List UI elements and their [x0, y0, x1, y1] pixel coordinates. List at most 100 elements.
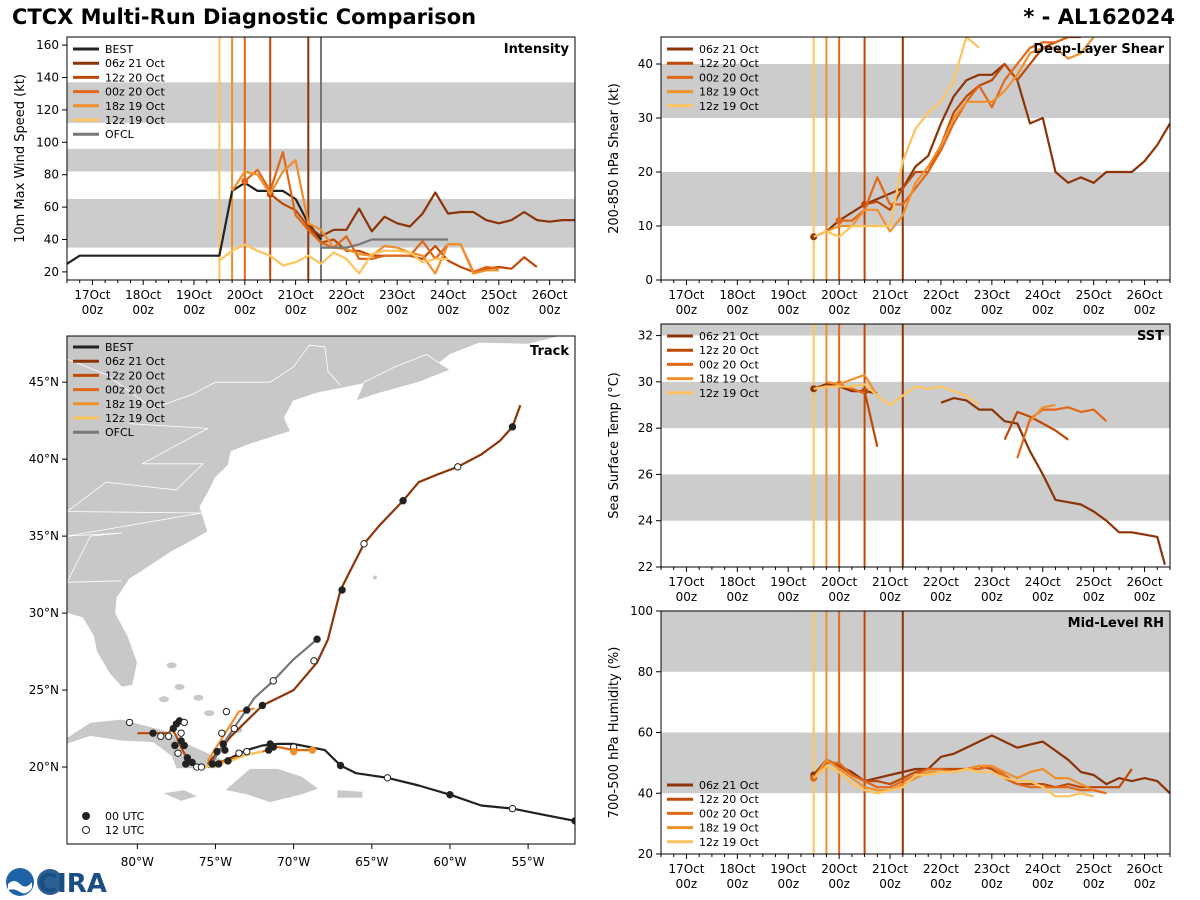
x-tick-sublabel: 00z [930, 590, 952, 604]
legend-label: 12z 19 Oct [699, 100, 759, 113]
plot-area [661, 37, 1170, 280]
legend-label: 12z 19 Oct [699, 836, 759, 849]
x-tick-sublabel: 00z [1083, 590, 1105, 604]
track-position-marker [338, 586, 346, 594]
panel-title: SST [1137, 329, 1164, 344]
x-tick-sublabel: 00z [879, 303, 901, 317]
legend-label: 06z 21 Oct [699, 330, 759, 343]
marker-legend-swatch [82, 826, 90, 834]
shaded-band [661, 611, 1170, 672]
track-position-marker [243, 706, 251, 714]
lat-tick-label: 30°N [29, 606, 59, 620]
y-tick-label: 80 [44, 168, 59, 182]
y-tick-label: 120 [36, 103, 59, 117]
y-tick-label: 20 [44, 265, 59, 279]
x-tick-label: 21Oct [872, 575, 908, 589]
x-tick-label: 21Oct [872, 288, 908, 302]
x-tick-label: 17Oct [668, 575, 704, 589]
track-position-marker [243, 747, 251, 756]
legend-label: 18z 19 Oct [699, 373, 759, 386]
x-tick-label: 17Oct [668, 862, 704, 876]
x-tick-label: 25Oct [481, 288, 517, 302]
x-tick-label: 19Oct [176, 288, 212, 302]
x-tick-sublabel: 00z [676, 877, 698, 891]
legend-label: 00z 20 Oct [699, 358, 759, 371]
shaded-band [661, 324, 1170, 336]
lon-tick-label: 70°W [277, 855, 310, 869]
track-position-marker [289, 747, 298, 756]
x-tick-label: 24Oct [430, 288, 466, 302]
track-position-marker [174, 749, 182, 757]
x-tick-label: 24Oct [1025, 288, 1061, 302]
y-tick-label: 140 [36, 71, 59, 85]
y-tick-label: 0 [645, 273, 653, 287]
x-tick-label: 21Oct [278, 288, 314, 302]
legend-label: 12z 20 Oct [699, 344, 759, 357]
track-position-marker [157, 732, 165, 740]
y-tick-label: 40 [44, 233, 59, 247]
y-tick-label: 80 [638, 665, 653, 679]
land-hispaniola [224, 768, 320, 803]
x-tick-sublabel: 00z [437, 303, 459, 317]
x-tick-sublabel: 00z [727, 590, 749, 604]
series-line [307, 191, 575, 238]
x-tick-sublabel: 00z [727, 877, 749, 891]
legend-label: 00z 20 Oct [105, 86, 165, 99]
storm-id-label: * - AL162024 [1023, 5, 1175, 29]
track-position-marker [171, 741, 179, 750]
y-tick-label: 24 [638, 514, 653, 528]
x-tick-sublabel: 00z [981, 877, 1003, 891]
panel-title: Intensity [504, 42, 570, 57]
x-tick-sublabel: 00z [1032, 877, 1054, 891]
land-bahamas-island [158, 696, 169, 703]
x-tick-label: 22Oct [923, 288, 959, 302]
land-bahamas-island [166, 662, 177, 669]
legend-label: 12z 20 Oct [699, 793, 759, 806]
lon-tick-label: 65°W [355, 855, 388, 869]
legend-label: 06z 21 Oct [105, 57, 165, 70]
cira-noaa-logo: CIRA [6, 868, 107, 898]
y-tick-label: 100 [36, 135, 59, 149]
x-tick-sublabel: 00z [1032, 303, 1054, 317]
marker-legend-label: 12 UTC [105, 824, 145, 837]
x-tick-label: 17Oct [668, 288, 704, 302]
y-tick-label: 100 [630, 604, 653, 618]
x-tick-label: 23Oct [974, 575, 1010, 589]
y-axis-label: Sea Surface Temp (°C) [607, 372, 622, 519]
plot-area [67, 37, 575, 280]
y-tick-label: 60 [638, 726, 653, 740]
x-tick-label: 24Oct [1025, 575, 1061, 589]
legend-label: 18z 19 Oct [105, 100, 165, 113]
y-tick-label: 26 [638, 467, 653, 481]
lat-tick-label: 20°N [29, 760, 59, 774]
track-position-marker [446, 791, 454, 799]
x-tick-sublabel: 00z [1083, 303, 1105, 317]
shaded-band [661, 64, 1170, 118]
x-tick-sublabel: 00z [676, 303, 698, 317]
x-tick-sublabel: 00z [777, 303, 799, 317]
x-tick-label: 20Oct [227, 288, 263, 302]
x-tick-sublabel: 00z [1134, 877, 1156, 891]
x-tick-sublabel: 00z [1134, 590, 1156, 604]
legend-label: 12z 20 Oct [105, 369, 165, 382]
y-tick-label: 160 [36, 38, 59, 52]
series-line [218, 243, 448, 275]
track-position-marker [454, 463, 462, 471]
series-start-marker [835, 217, 843, 225]
series-line [812, 734, 1170, 795]
legend-label: 12z 19 Oct [699, 387, 759, 400]
y-tick-label: 30 [638, 375, 653, 389]
x-tick-label: 20Oct [821, 288, 857, 302]
map-area [67, 336, 575, 825]
series-line [826, 373, 879, 397]
series-line [1029, 403, 1056, 422]
cira-logo-text: CIRA [38, 869, 107, 898]
x-tick-label: 21Oct [872, 862, 908, 876]
track-position-marker [383, 774, 392, 782]
track-position-marker [222, 707, 231, 716]
land-cuba [67, 718, 229, 769]
panel-title: Mid-Level RH [1068, 616, 1164, 631]
track-position-marker [219, 740, 228, 748]
series-line [940, 397, 1166, 565]
